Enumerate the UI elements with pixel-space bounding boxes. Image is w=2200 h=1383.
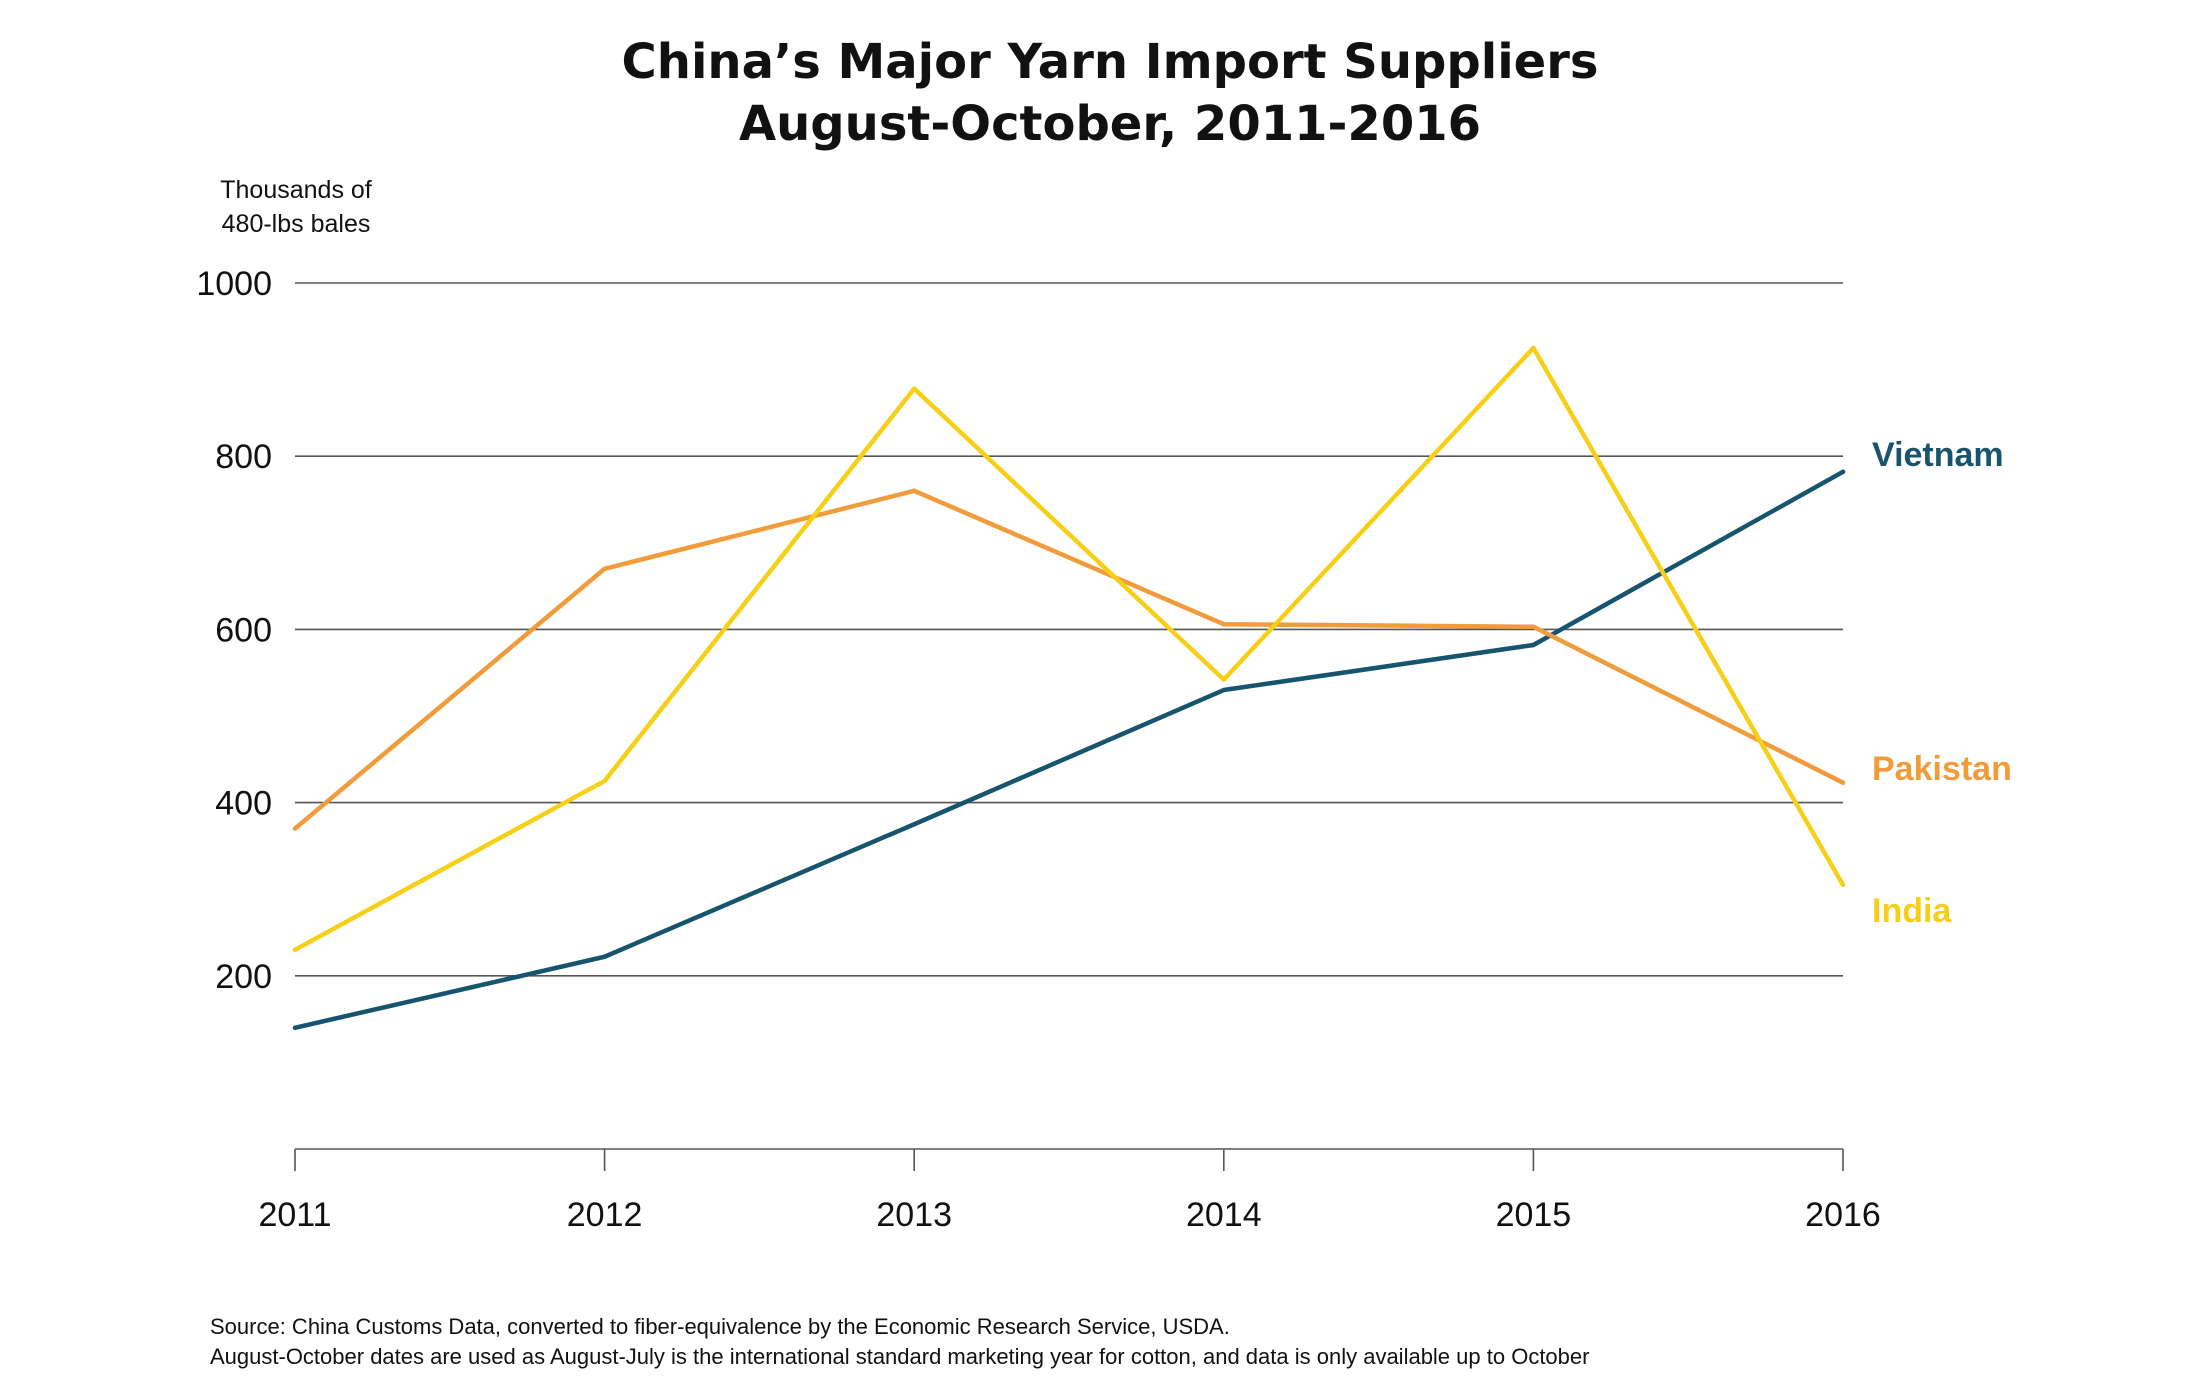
point-vietnam-2013 xyxy=(912,822,917,827)
y-tick-label-800: 800 xyxy=(215,438,272,476)
series-line-india xyxy=(292,345,1846,953)
y-tick-label-200: 200 xyxy=(215,958,272,996)
point-india-2015 xyxy=(1531,345,1536,351)
series-label-pakistan: Pakistan xyxy=(1872,750,2012,788)
point-vietnam-2015 xyxy=(1531,642,1536,648)
x-tick-label-2016: 2016 xyxy=(1805,1196,1881,1234)
point-india-2014 xyxy=(1221,677,1227,682)
point-vietnam-2014 xyxy=(1221,687,1227,693)
series-line-pakistan xyxy=(292,488,1846,831)
x-tick-label-2012: 2012 xyxy=(567,1196,643,1234)
x-tick-label-2011: 2011 xyxy=(258,1196,331,1234)
chart-title-line-1: China’s Major Yarn Import Suppliers xyxy=(622,34,1599,90)
y-tick-label-1000: 1000 xyxy=(196,265,272,303)
chart-title-line-2: August-October, 2011-2016 xyxy=(739,96,1481,152)
y-tick-label-400: 400 xyxy=(215,785,272,823)
series-labels: Vietnam Pakistan India xyxy=(1872,436,2012,930)
grid-lines xyxy=(295,282,1843,977)
x-tick-label-2013: 2013 xyxy=(876,1196,952,1234)
source-note-line-2: August-October dates are used as August-… xyxy=(210,1344,1589,1369)
point-pakistan-2014 xyxy=(1221,622,1227,627)
series-label-india: India xyxy=(1872,892,1952,930)
y-axis-label-line-2: 480-lbs bales xyxy=(222,210,371,238)
y-axis-label-line-1: Thousands of xyxy=(220,176,372,204)
point-india-2013 xyxy=(912,386,917,391)
y-tick-label-600: 600 xyxy=(215,611,272,649)
x-tick-label-2014: 2014 xyxy=(1186,1196,1262,1234)
point-india-2016 xyxy=(1840,882,1846,888)
x-tick-label-2015: 2015 xyxy=(1496,1196,1572,1234)
point-india-2011 xyxy=(292,947,298,953)
point-vietnam-2011 xyxy=(292,1025,298,1030)
x-axis: 2011 2012 2013 2014 2015 2016 xyxy=(258,1148,1881,1234)
point-pakistan-2013 xyxy=(912,488,917,494)
point-pakistan-2016 xyxy=(1840,780,1846,785)
series-lines xyxy=(292,345,1846,1031)
series-label-vietnam: Vietnam xyxy=(1872,436,2004,474)
point-pakistan-2011 xyxy=(292,826,298,831)
series-line-vietnam xyxy=(292,469,1846,1031)
point-vietnam-2016 xyxy=(1840,469,1846,474)
point-pakistan-2012 xyxy=(602,566,607,571)
source-note-line-1: Source: China Customs Data, converted to… xyxy=(210,1314,1230,1339)
point-vietnam-2012 xyxy=(602,954,607,959)
point-pakistan-2015 xyxy=(1531,624,1536,630)
point-india-2012 xyxy=(602,778,607,784)
y-tick-labels: 200 400 600 800 1000 xyxy=(196,265,272,996)
